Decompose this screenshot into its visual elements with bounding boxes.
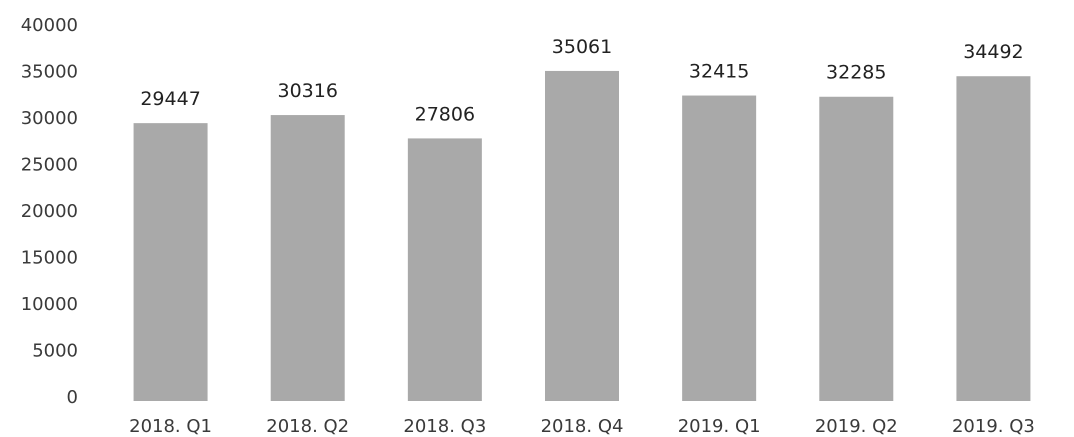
bar <box>407 138 482 401</box>
bar-value-label: 27806 <box>415 103 475 125</box>
x-tick-label: 2018. Q4 <box>541 416 624 437</box>
x-axis: 2018. Q1 2018. Q2 2018. Q3 2018. Q4 2019. Q1… <box>129 416 1035 437</box>
y-tick-label: 15000 <box>21 248 78 269</box>
x-tick-label: 2019. Q3 <box>952 416 1035 437</box>
y-axis: 0 5000 10000 15000 20000 25000 30000 35000 40000 <box>21 15 78 408</box>
bar-value-label: 32285 <box>826 62 886 84</box>
y-tick-label: 20000 <box>21 201 78 222</box>
bar <box>682 95 757 401</box>
y-tick-label: 5000 <box>32 341 78 362</box>
bar <box>270 115 345 401</box>
data-labels-group: 29447 30316 27806 35061 32415 32285 34492 <box>140 36 1023 125</box>
bar-value-label: 34492 <box>963 41 1023 63</box>
x-tick-label: 2018. Q1 <box>129 416 212 437</box>
x-tick-label: 2019. Q2 <box>815 416 898 437</box>
bar-value-label: 32415 <box>689 61 749 83</box>
x-tick-label: 2018. Q3 <box>403 416 486 437</box>
y-tick-label: 30000 <box>21 108 78 129</box>
bar <box>133 123 208 402</box>
y-tick-label: 0 <box>67 387 78 408</box>
bar <box>819 96 894 401</box>
x-tick-label: 2019. Q1 <box>678 416 761 437</box>
bars-group <box>133 70 1031 402</box>
bar <box>545 70 619 401</box>
bar-value-label: 29447 <box>140 88 200 110</box>
y-tick-label: 35000 <box>21 62 78 83</box>
y-tick-label: 25000 <box>21 155 78 176</box>
y-tick-label: 40000 <box>21 15 78 36</box>
bar <box>956 76 1031 402</box>
y-tick-label: 10000 <box>21 294 78 315</box>
bar-value-label: 30316 <box>277 80 337 102</box>
x-tick-label: 2018. Q2 <box>266 416 349 437</box>
bar-value-label: 35061 <box>552 36 612 58</box>
